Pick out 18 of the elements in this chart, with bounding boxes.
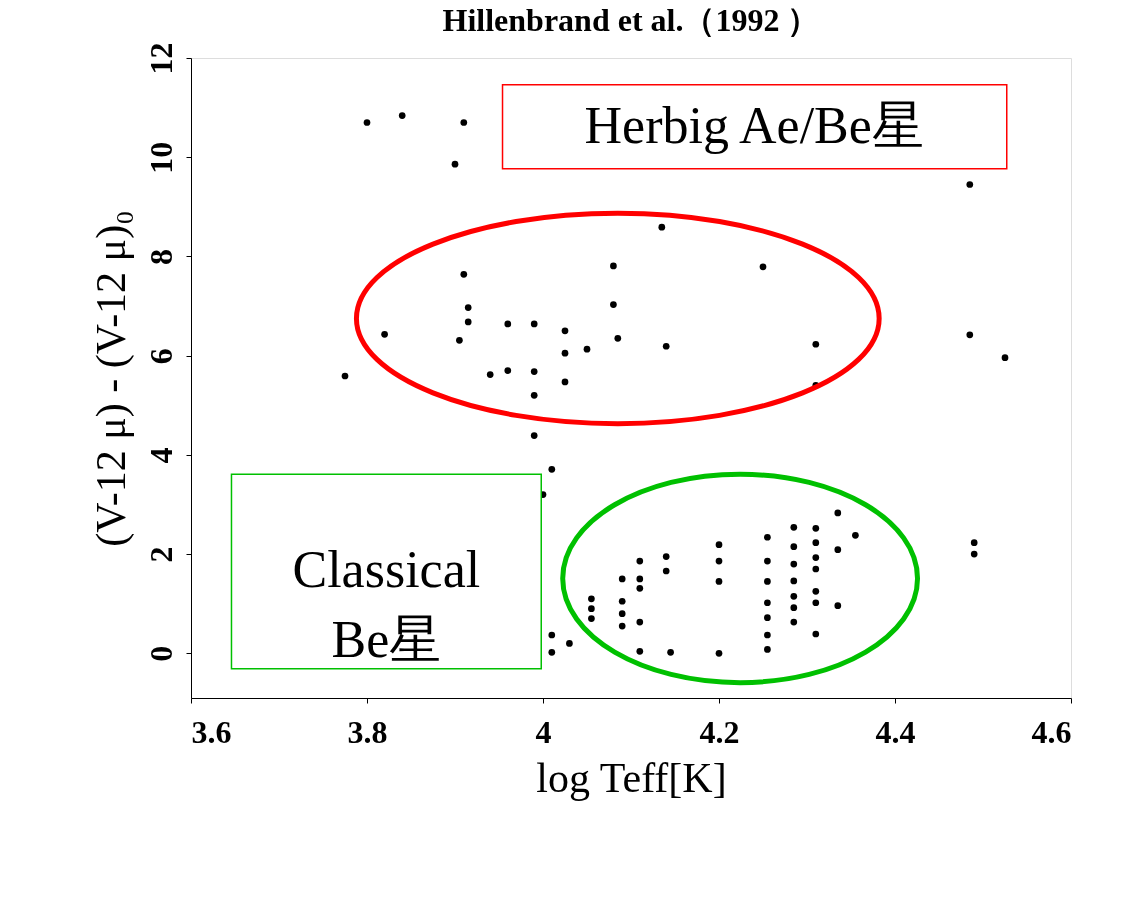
y-tick-label: 0 bbox=[142, 645, 179, 662]
x-axis-title: log Teff[K] bbox=[536, 754, 727, 801]
y-tick-label: 12 bbox=[142, 42, 179, 75]
y-tick-label: 8 bbox=[142, 248, 179, 265]
x-tick-label: 3.6 bbox=[191, 713, 232, 750]
x-tick-label: 4.6 bbox=[1031, 713, 1072, 750]
x-tick-label: 4 bbox=[535, 713, 552, 750]
y-axis-title: (V-12 μ) - (V-12 μ)₀ bbox=[87, 210, 135, 547]
x-tick-label: 3.8 bbox=[347, 713, 388, 750]
y-tick-label: 6 bbox=[142, 348, 179, 365]
y-tick-label: 2 bbox=[142, 546, 179, 563]
annotation: Classical Be星 bbox=[292, 541, 481, 669]
chart-title: Hillenbrand et al.（1992 ） bbox=[442, 2, 820, 38]
x-tick-label: 4.2 bbox=[699, 713, 740, 750]
y-tick-label: 10 bbox=[142, 141, 179, 174]
annotation: Herbig Ae/Be星 bbox=[584, 97, 924, 155]
x-tick-label: 4.4 bbox=[875, 713, 916, 750]
y-tick-label: 4 bbox=[142, 447, 179, 464]
